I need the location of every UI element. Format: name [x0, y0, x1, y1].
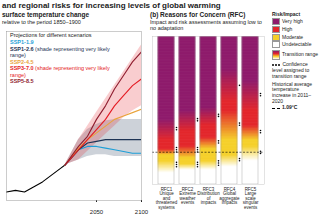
html-text:SSP1-2.6 (shade representing v: SSP1-2.6 (shade representing very likely…	[10, 45, 110, 58]
html-text:High: High	[282, 25, 293, 32]
html-text:surface temperature change: surface temperature change	[2, 11, 90, 18]
html-text:Transition range: Transition range	[282, 51, 318, 58]
html-text:SSP5-8.5: SSP5-8.5	[10, 78, 34, 85]
svg-text:RFC1Uniqueandthreatenedsystems: RFC1Uniqueandthreatenedsystems	[156, 187, 178, 210]
html-text:and regional risks for increas: and regional risks for increasing levels…	[2, 1, 221, 10]
svg-text:RFC2Extremeweatherevents: RFC2Extremeweatherevents	[179, 187, 196, 206]
html-text:Very high: Very high	[282, 18, 303, 25]
svg-text:2050: 2050	[90, 209, 104, 214]
html-text:SSP2-4.5: SSP2-4.5	[10, 58, 34, 65]
html-text:1.09°C: 1.09°C	[282, 104, 298, 111]
svg-text:2100: 2100	[135, 209, 149, 214]
html-text:Confidence level assigned to t: Confidence level assigned to transition …	[272, 61, 310, 79]
html-text:(b) Reasons for Concern (RFC): (b) Reasons for Concern (RFC)	[150, 11, 246, 18]
svg-text:RFC5Largescalesingularevents: RFC5Largescalesingularevents	[243, 187, 259, 210]
html-text:Historical average temperature: Historical average temperature increase …	[272, 80, 312, 104]
html-text:SSP3-7.0 (shade representing v: SSP3-7.0 (shade representing very likely…	[10, 65, 110, 78]
html-text:Moderate: Moderate	[282, 33, 304, 40]
html-text:Projections for different scen: Projections for different scenarios	[10, 32, 92, 38]
html-text:Undetectable: Undetectable	[282, 41, 312, 47]
html-text:Risk/Impact: Risk/Impact	[272, 11, 301, 17]
html-text:SSP1-1.9: SSP1-1.9	[10, 38, 34, 45]
svg-text:RFC3Distributionofimpacts: RFC3Distributionofimpacts	[197, 187, 220, 206]
html-text:relative to the period 1850–19: relative to the period 1850–1900	[2, 19, 81, 25]
html-text:Impact and risk assessments as: Impact and risk assessments assuming low…	[150, 19, 262, 31]
svg-text:RFC4Globalaggregateimpacts: RFC4Globalaggregateimpacts	[219, 187, 240, 206]
